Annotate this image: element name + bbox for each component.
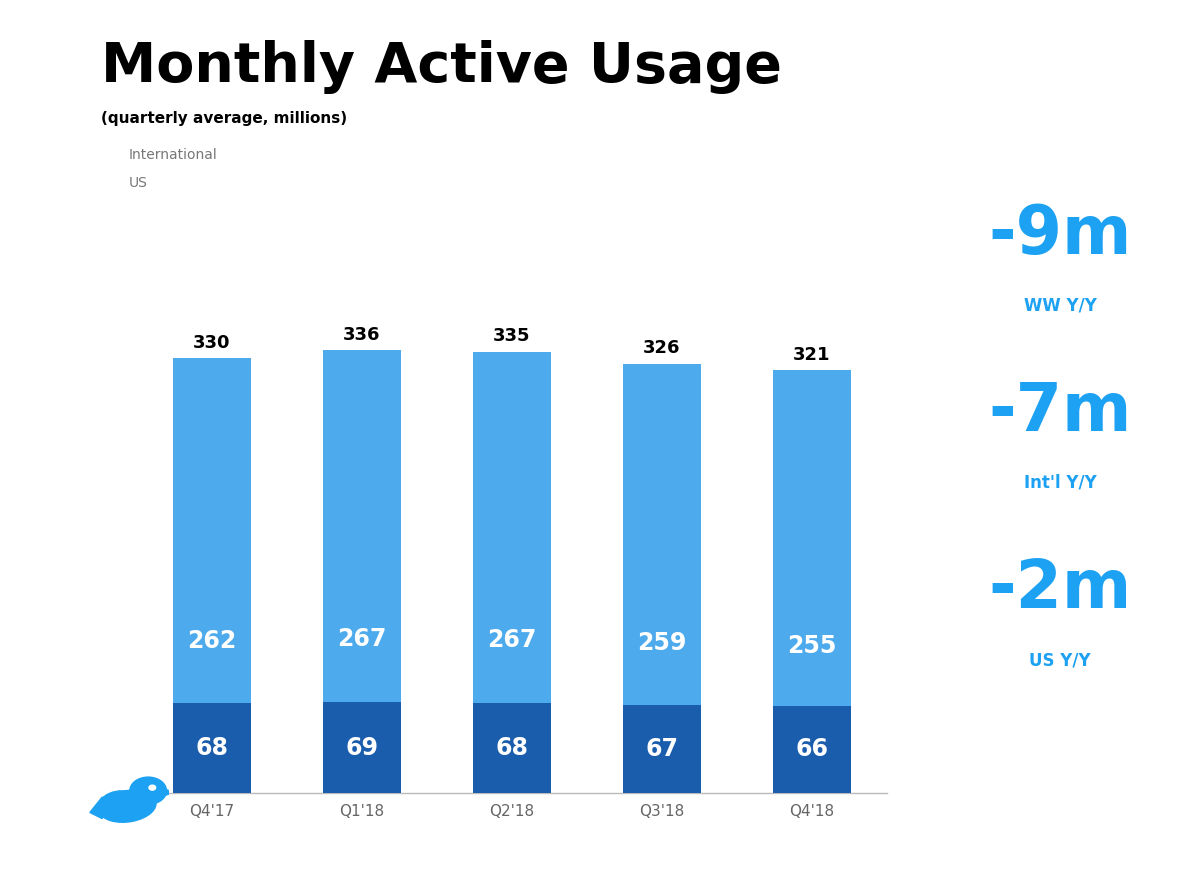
Bar	[622, 704, 701, 793]
Text: 66: 66	[795, 737, 828, 761]
Text: 330: 330	[193, 334, 231, 352]
Text: Int'l Y/Y: Int'l Y/Y	[1023, 474, 1097, 492]
Ellipse shape	[100, 791, 130, 809]
Text: 326: 326	[643, 339, 681, 357]
Ellipse shape	[99, 790, 156, 822]
Text: WW Y/Y: WW Y/Y	[1023, 297, 1097, 315]
Bar	[472, 352, 551, 703]
Text: -7m: -7m	[989, 379, 1132, 445]
Bar	[322, 702, 401, 793]
Text: 68: 68	[195, 736, 228, 760]
Polygon shape	[90, 797, 102, 819]
Text: Monthly Active Usage: Monthly Active Usage	[101, 40, 782, 94]
Bar	[173, 358, 251, 703]
Bar	[173, 703, 251, 793]
Text: International: International	[129, 148, 218, 162]
Bar	[472, 703, 551, 793]
Text: 259: 259	[637, 632, 687, 656]
Text: -9m: -9m	[989, 202, 1132, 268]
Bar	[622, 363, 701, 704]
Text: 321: 321	[793, 346, 831, 363]
Circle shape	[130, 777, 167, 804]
Text: 69: 69	[345, 735, 378, 759]
Text: 335: 335	[493, 327, 531, 345]
Bar	[322, 350, 401, 702]
Text: -2m: -2m	[989, 556, 1132, 622]
Text: 336: 336	[343, 326, 381, 344]
Text: 67: 67	[645, 737, 678, 761]
Text: (quarterly average, millions): (quarterly average, millions)	[101, 111, 347, 126]
Polygon shape	[161, 789, 174, 797]
Text: 262: 262	[187, 629, 237, 653]
Text: US Y/Y: US Y/Y	[1029, 651, 1091, 669]
Text: 68: 68	[495, 736, 528, 760]
Text: 267: 267	[487, 628, 537, 652]
Circle shape	[149, 785, 156, 790]
Bar	[772, 370, 851, 706]
Bar	[772, 706, 851, 793]
Text: 255: 255	[787, 633, 837, 657]
Text: 267: 267	[337, 626, 387, 650]
Text: US: US	[129, 176, 148, 190]
